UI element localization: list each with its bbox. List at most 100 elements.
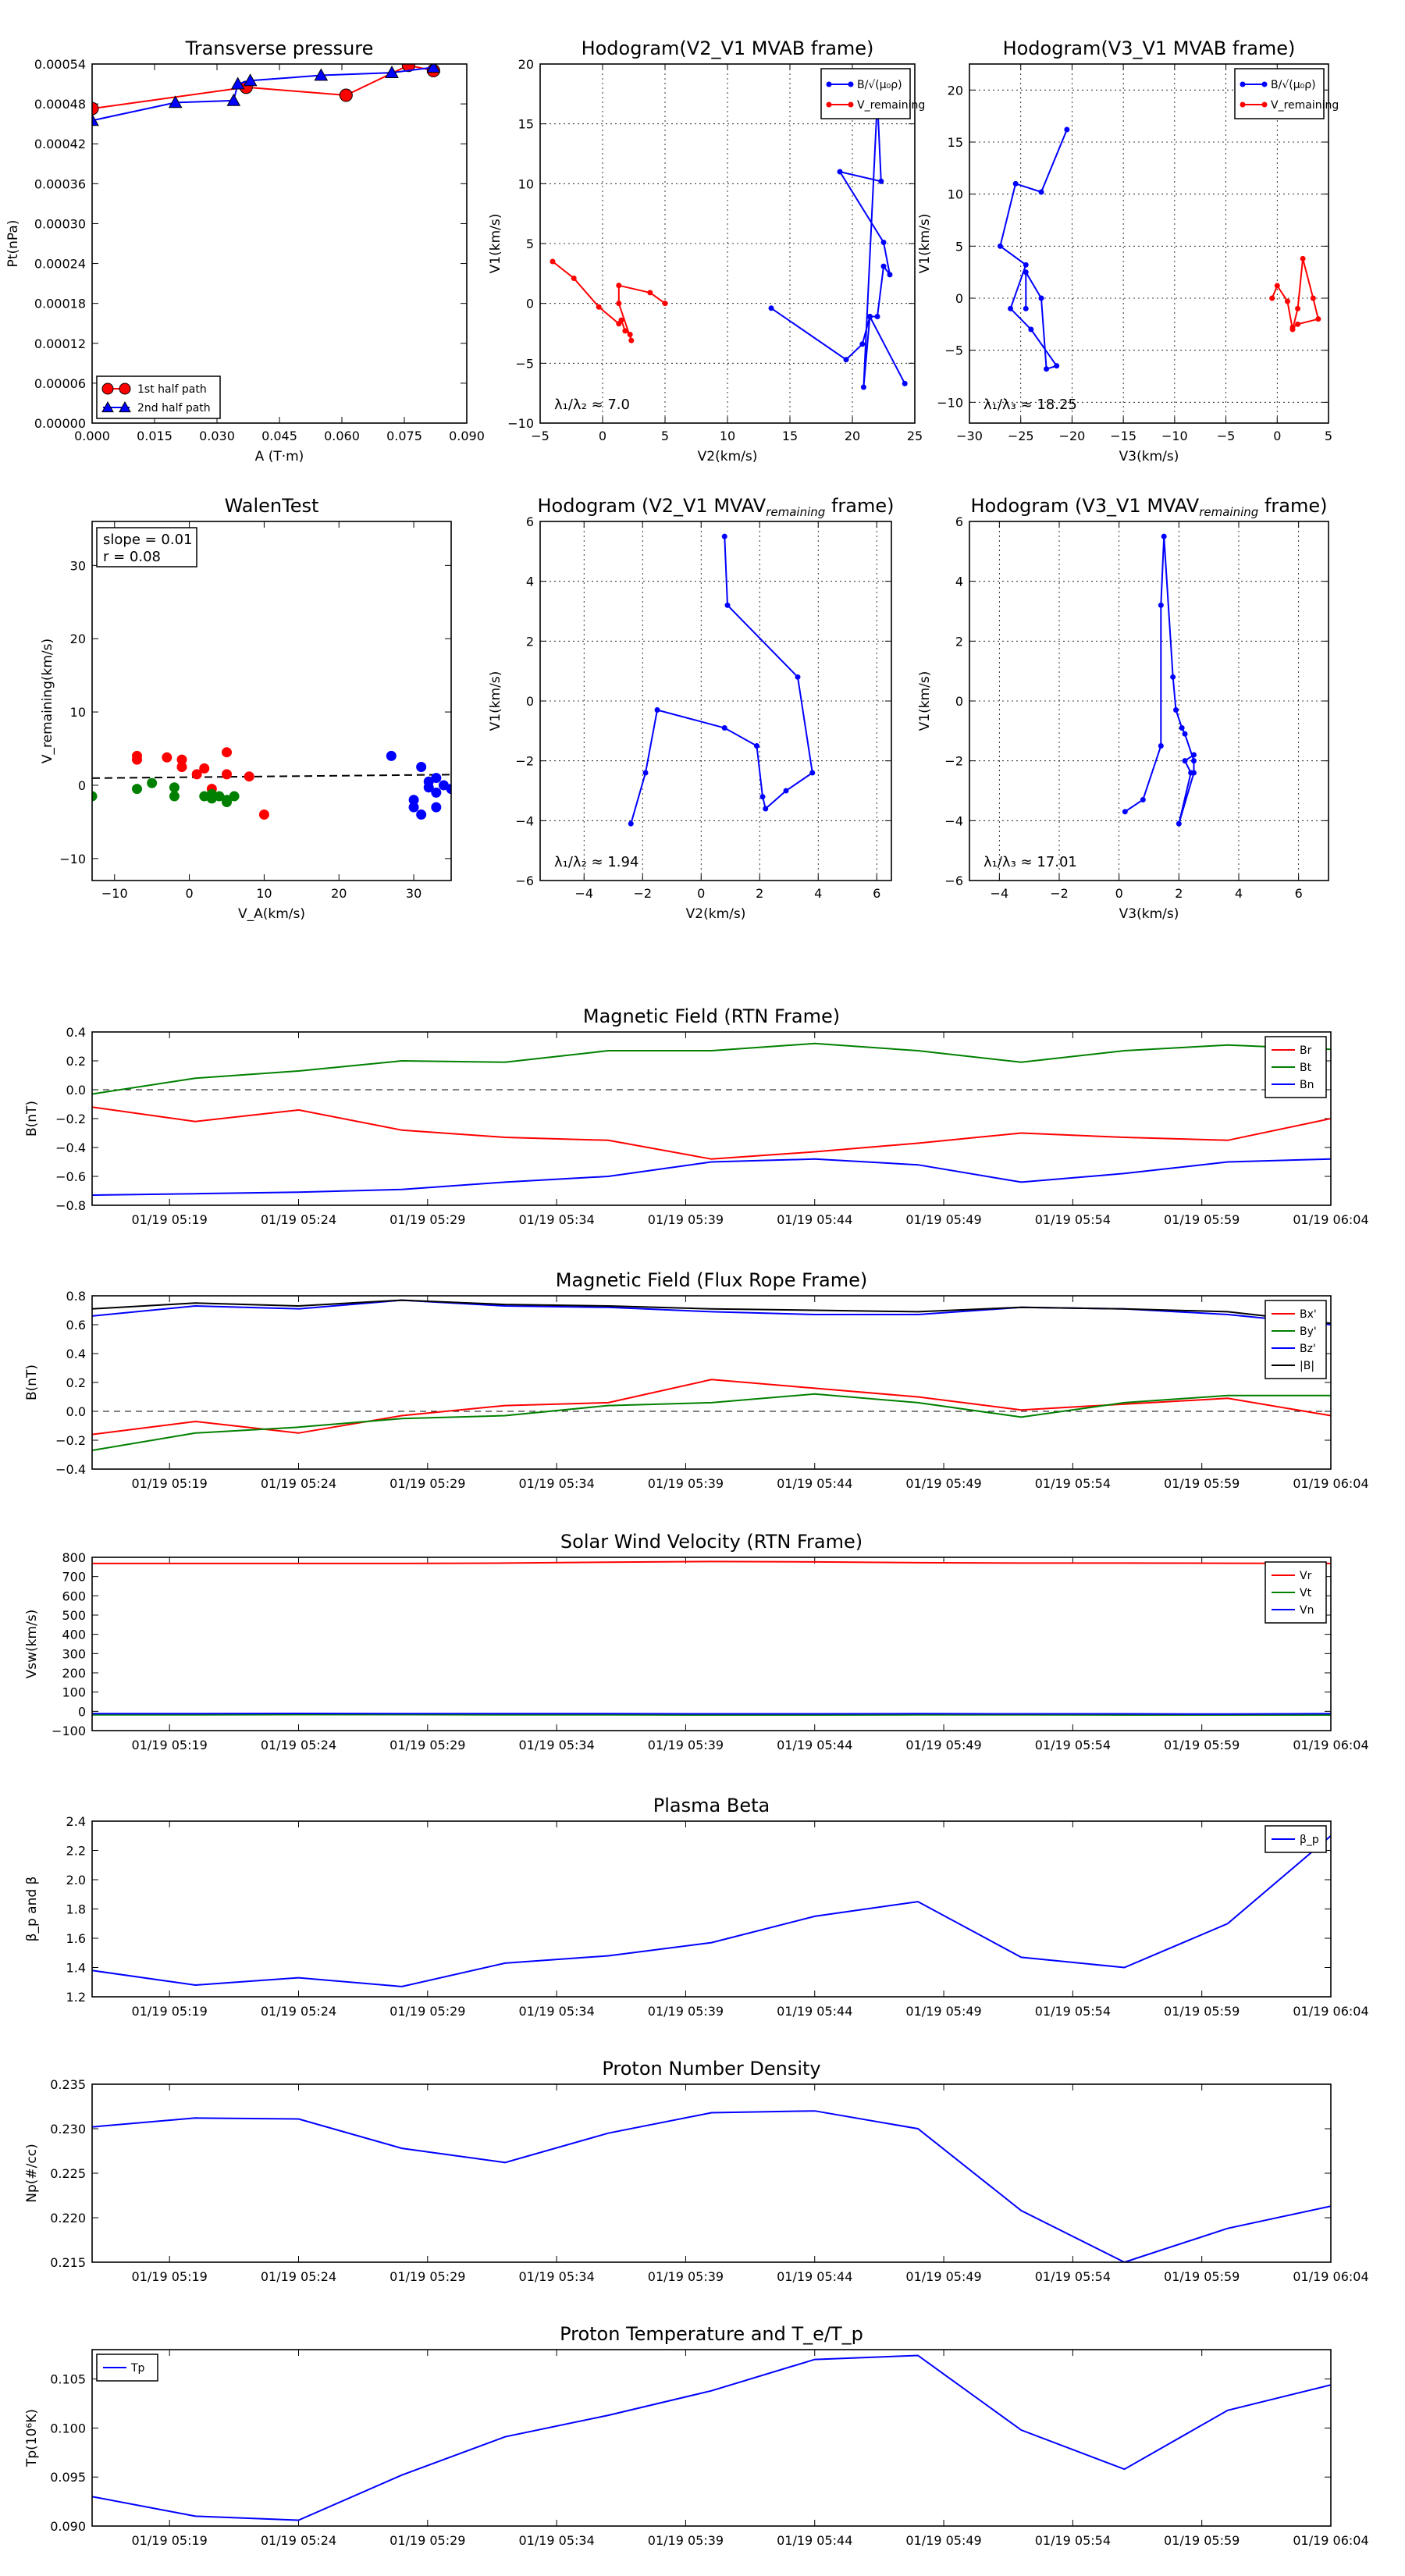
- data-point: [133, 785, 142, 794]
- y-tick-label: 10: [70, 705, 86, 720]
- data-point: [244, 772, 254, 781]
- series-line-0: [631, 536, 813, 824]
- data-point: [1039, 296, 1044, 301]
- plot-frame: [92, 1821, 1331, 1997]
- legend-label: Vn: [1300, 1604, 1314, 1617]
- y-tick-label: 800: [62, 1550, 86, 1565]
- series-line-0: [92, 66, 433, 109]
- x-tick-label: 01/19 05:34: [518, 2004, 594, 2019]
- chart-title: Magnetic Field (RTN Frame): [583, 1005, 840, 1027]
- chart-title: Plasma Beta: [653, 1795, 770, 1816]
- data-point: [1140, 797, 1146, 802]
- y-axis-label: Vsw(km/s): [24, 1610, 40, 1679]
- data-point: [1290, 325, 1296, 330]
- legend-label: Tp: [130, 2362, 145, 2375]
- x-tick-label: 01/19 05:49: [905, 2004, 981, 2019]
- x-tick-label: 01/19 06:04: [1293, 1738, 1368, 1752]
- x-tick-label: 01/19 05:44: [777, 1476, 852, 1491]
- y-tick-label: 10: [948, 187, 963, 202]
- x-tick-label: 01/19 05:34: [518, 1738, 594, 1752]
- x-tick-label: 01/19 06:04: [1293, 2269, 1368, 2284]
- x-tick-label: −10: [101, 886, 128, 901]
- y-axis-label: V1(km/s): [488, 671, 503, 731]
- legend-marker: [827, 82, 832, 87]
- data-point: [417, 762, 426, 771]
- plot-area: [1122, 534, 1197, 827]
- plot-area: [92, 2111, 1331, 2262]
- x-axis-label: V2(km/s): [686, 906, 746, 922]
- data-point: [229, 792, 239, 801]
- stats-line: slope = 0.01: [103, 532, 193, 548]
- y-tick-label: 20: [948, 83, 963, 98]
- legend-label: V_remaining: [857, 99, 925, 112]
- y-tick-label: −0.8: [55, 1198, 86, 1213]
- data-point: [902, 381, 908, 386]
- y-tick-label: −10: [507, 416, 534, 431]
- data-point: [1176, 821, 1182, 827]
- x-tick-label: 01/19 05:29: [389, 2004, 465, 2019]
- data-point: [809, 770, 815, 776]
- chart-title: Magnetic Field (Flux Rope Frame): [556, 1269, 867, 1291]
- plot-frame: [92, 2350, 1331, 2526]
- y-tick-label: 5: [526, 237, 534, 251]
- x-tick-label: 01/19 05:29: [389, 1212, 465, 1227]
- plot-area: [92, 2356, 1331, 2521]
- data-point: [838, 169, 843, 175]
- chart-title: Proton Number Density: [602, 2058, 820, 2080]
- chart-title: WalenTest: [225, 495, 319, 517]
- data-point: [102, 383, 113, 394]
- x-axis-label: V2(km/s): [698, 449, 758, 464]
- chart-beta: Plasma Beta01/19 05:19 01/19 05:24 01/19 0…: [24, 1795, 1369, 2019]
- y-tick-label: 0.00024: [34, 257, 86, 272]
- data-point: [1028, 327, 1033, 333]
- plot-frame: [92, 1557, 1331, 1731]
- data-point: [1008, 306, 1013, 311]
- x-tick-label: 01/19 05:34: [518, 1476, 594, 1491]
- legend-label: Vt: [1300, 1587, 1312, 1599]
- x-tick-label: 01/19 05:44: [777, 1738, 852, 1752]
- y-tick-label: 0.00000: [34, 416, 86, 431]
- y-tick-label: 0.00030: [34, 216, 86, 231]
- y-tick-label: −0.6: [55, 1169, 86, 1184]
- plot-area: [92, 1561, 1331, 1715]
- y-axis-label: Np(#/cc): [24, 2144, 40, 2202]
- x-tick-label: 10: [256, 886, 272, 901]
- x-tick-label: 01/19 05:54: [1035, 1738, 1111, 1752]
- data-point: [795, 674, 801, 680]
- y-tick-label: −0.4: [55, 1462, 86, 1477]
- data-point: [432, 802, 441, 812]
- fit-line: [92, 774, 451, 778]
- data-point: [1013, 181, 1019, 187]
- legend-label: β_p: [1300, 1834, 1319, 1846]
- chart-walen: WalenTest −10 0 10 20 30 −10 0 10 20 30 V_remaining…: [40, 495, 456, 922]
- data-point: [887, 272, 893, 277]
- data-point: [1170, 674, 1176, 680]
- y-tick-label: −10: [937, 395, 963, 410]
- x-tick-label: 20: [845, 429, 860, 443]
- data-point: [169, 783, 179, 792]
- y-tick-label: 0: [526, 297, 534, 311]
- plot-frame: [92, 521, 451, 881]
- x-tick-label: −4: [574, 886, 593, 901]
- y-tick-label: 2.0: [66, 1873, 86, 1888]
- y-tick-label: 30: [70, 558, 86, 573]
- data-point: [148, 778, 157, 788]
- x-tick-label: 01/19 05:19: [132, 2269, 208, 2284]
- x-tick-label: 01/19 05:44: [777, 2004, 852, 2019]
- series-line-1: [92, 1715, 1331, 1716]
- y-tick-label: −10: [59, 852, 86, 866]
- y-tick-label: 0.4: [66, 1025, 86, 1040]
- y-tick-label: −0.2: [55, 1433, 86, 1448]
- ratio-annotation: λ₁/λ₂ ≈ 1.94: [554, 854, 638, 870]
- data-point: [1183, 758, 1188, 763]
- x-tick-label: −15: [1110, 429, 1136, 443]
- y-tick-label: −5: [515, 356, 534, 371]
- chart-vsw: Solar Wind Velocity (RTN Frame)01/19 05:…: [24, 1531, 1369, 1752]
- x-tick-label: 01/19 05:24: [261, 1738, 336, 1752]
- chart-title-subscript: remaining: [1199, 505, 1258, 519]
- legend-label: V_remaining: [1271, 99, 1339, 112]
- x-tick-label: 01/19 05:24: [261, 2004, 336, 2019]
- x-tick-label: 4: [1235, 886, 1243, 901]
- y-axis-label: Tp(10⁶K): [24, 2409, 40, 2467]
- x-tick-label: 01/19 05:49: [905, 1212, 981, 1227]
